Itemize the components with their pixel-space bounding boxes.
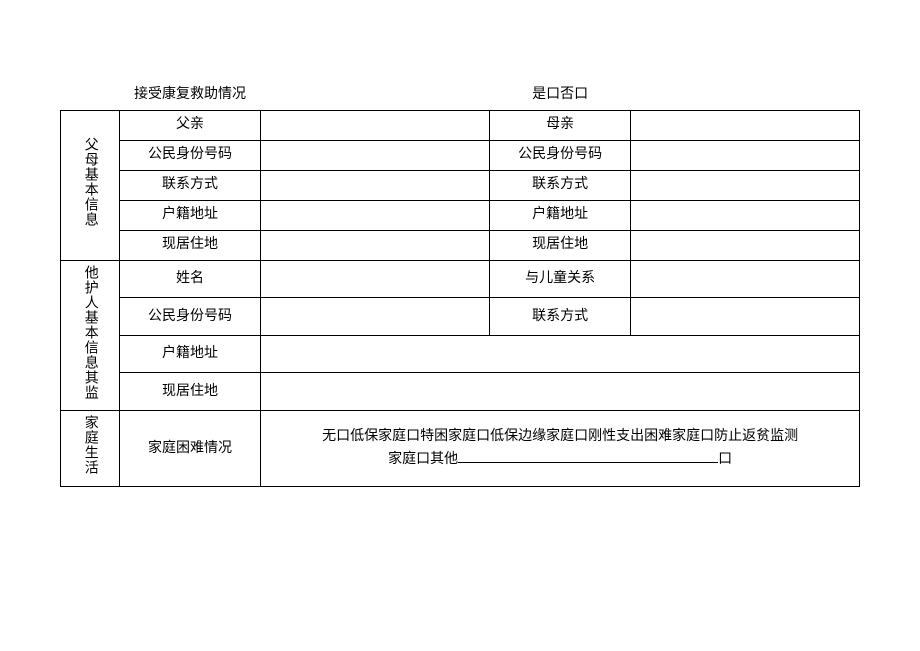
value-guardian-name[interactable]: [261, 260, 490, 298]
row-parents-3: 联系方式 联系方式: [61, 170, 860, 200]
label-mother-residence: 现居住地: [489, 230, 631, 260]
row-guardian-1: 他护人基本信息其监 姓名 与儿童关系: [61, 260, 860, 298]
label-father-residence: 现居住地: [119, 230, 261, 260]
rehab-aid-options[interactable]: 是口否口: [489, 80, 631, 110]
value-guardian-relation[interactable]: [631, 260, 860, 298]
label-guardian-contact: 联系方式: [489, 298, 631, 336]
label-father-id: 公民身份号码: [119, 140, 261, 170]
row-parents-2: 公民身份号码 公民身份号码: [61, 140, 860, 170]
label-guardian-id: 公民身份号码: [119, 298, 261, 336]
value-mother-hukou[interactable]: [631, 200, 860, 230]
row-guardian-3: 户籍地址: [61, 335, 860, 373]
row-rehab-aid: 接受康复救助情况 是口否口: [61, 80, 860, 110]
label-father-contact: 联系方式: [119, 170, 261, 200]
family-text-line2-prefix: 家庭口其他: [388, 452, 458, 467]
value-guardian-residence[interactable]: [261, 373, 860, 411]
label-mother: 母亲: [489, 110, 631, 140]
value-mother-id[interactable]: [631, 140, 860, 170]
value-father[interactable]: [261, 110, 490, 140]
row-guardian-4: 现居住地: [61, 373, 860, 411]
row-parents-4: 户籍地址 户籍地址: [61, 200, 860, 230]
value-mother-residence[interactable]: [631, 230, 860, 260]
value-father-hukou[interactable]: [261, 200, 490, 230]
family-blank-line[interactable]: [458, 449, 718, 463]
label-mother-id: 公民身份号码: [489, 140, 631, 170]
label-family-difficulty: 家庭困难情况: [119, 411, 261, 487]
label-guardian-hukou: 户籍地址: [119, 335, 261, 373]
row-parents-1: 父母基本信息 父亲 母亲: [61, 110, 860, 140]
rehab-aid-label: 接受康复救助情况: [119, 80, 261, 110]
value-father-residence[interactable]: [261, 230, 490, 260]
value-guardian-hukou[interactable]: [261, 335, 860, 373]
label-mother-hukou: 户籍地址: [489, 200, 631, 230]
row-family: 家庭生活 家庭困难情况 无口低保家庭口特困家庭口低保边缘家庭口刚性支出困难家庭口…: [61, 411, 860, 487]
label-father-hukou: 户籍地址: [119, 200, 261, 230]
family-text-line1: 无口低保家庭口特困家庭口低保边缘家庭口刚性支出困难家庭口防止返贫监测: [322, 429, 798, 444]
label-guardian-name: 姓名: [119, 260, 261, 298]
label-guardian-residence: 现居住地: [119, 373, 261, 411]
label-father: 父亲: [119, 110, 261, 140]
value-mother-contact[interactable]: [631, 170, 860, 200]
section-header-guardian: 他护人基本信息其监: [61, 260, 120, 411]
value-guardian-contact[interactable]: [631, 298, 860, 336]
row-guardian-2: 公民身份号码 联系方式: [61, 298, 860, 336]
row-parents-5: 现居住地 现居住地: [61, 230, 860, 260]
label-mother-contact: 联系方式: [489, 170, 631, 200]
value-family-difficulty[interactable]: 无口低保家庭口特困家庭口低保边缘家庭口刚性支出困难家庭口防止返贫监测 家庭口其他…: [261, 411, 860, 487]
section-header-family: 家庭生活: [61, 411, 120, 487]
value-mother[interactable]: [631, 110, 860, 140]
section-header-parents: 父母基本信息: [61, 110, 120, 260]
label-guardian-relation: 与儿童关系: [489, 260, 631, 298]
form-table: 接受康复救助情况 是口否口 父母基本信息 父亲 母亲 公民身份号码 公民身份号码…: [60, 80, 860, 487]
value-father-contact[interactable]: [261, 170, 490, 200]
value-guardian-id[interactable]: [261, 298, 490, 336]
family-text-line2-suffix: 口: [718, 452, 732, 467]
value-father-id[interactable]: [261, 140, 490, 170]
